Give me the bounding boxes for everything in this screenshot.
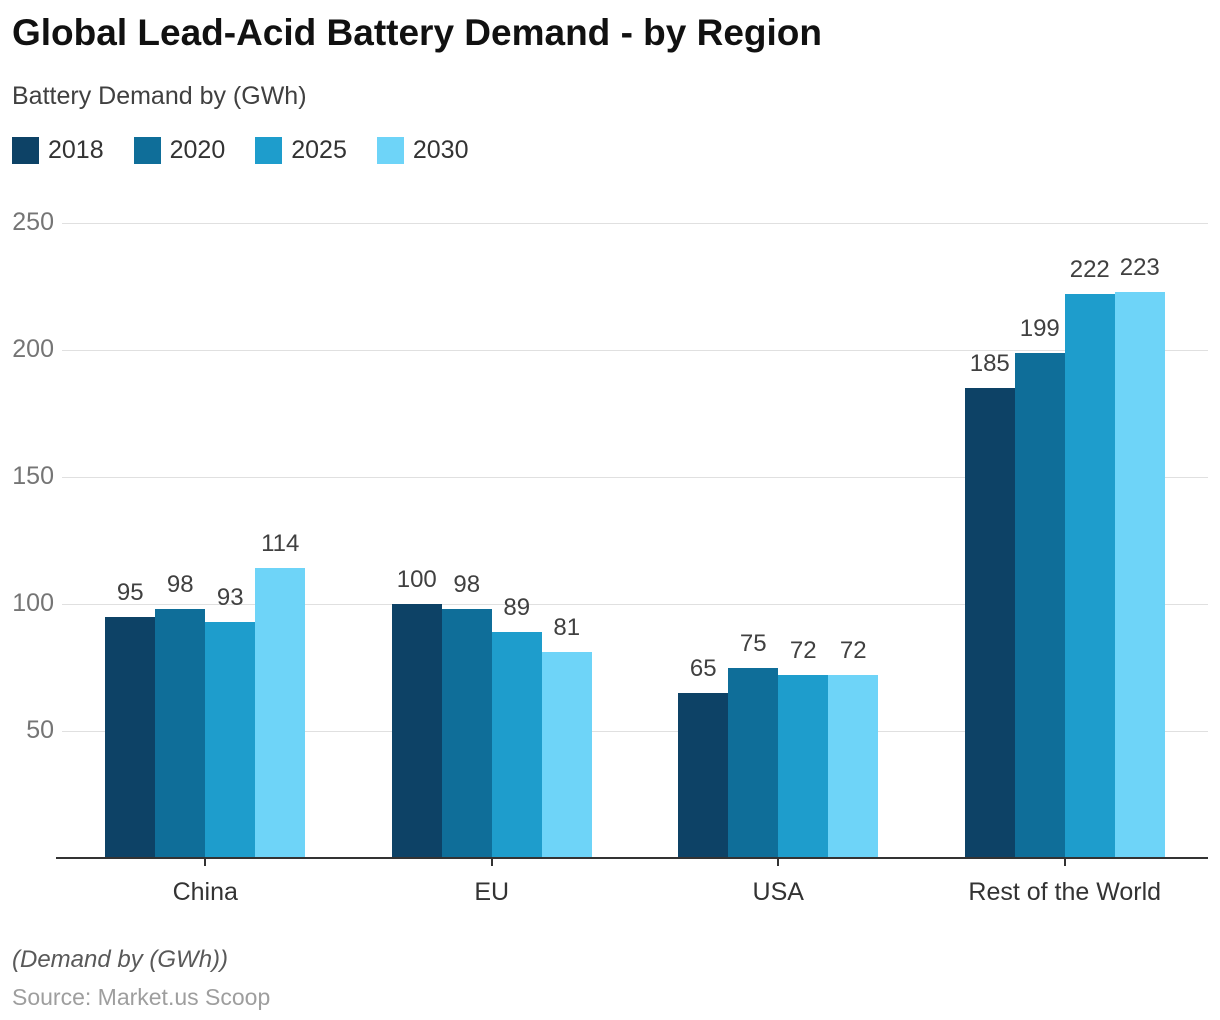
y-axis-tick-label: 50 bbox=[26, 716, 54, 744]
bar-value-label: 100 bbox=[396, 566, 437, 593]
bar-rest-of-the-world-2020 bbox=[1014, 352, 1065, 858]
bar-value-label: 114 bbox=[261, 530, 300, 558]
bar-china-2018 bbox=[105, 616, 156, 858]
bar-eu-2018 bbox=[391, 604, 442, 858]
legend-swatch-2018 bbox=[12, 137, 39, 164]
x-axis-tick bbox=[777, 858, 780, 866]
x-axis-tick bbox=[204, 858, 207, 866]
bar-eu-2025 bbox=[491, 631, 542, 858]
bar-value-label: 65 bbox=[689, 654, 717, 682]
x-axis-tick bbox=[1063, 858, 1066, 866]
chart-legend: 2018 2020 2025 2030 bbox=[12, 136, 469, 165]
bar-rest-of-the-world-2030 bbox=[1114, 291, 1165, 858]
bar-value-label: 223 bbox=[1119, 253, 1160, 281]
bar-value-label: 89 bbox=[503, 593, 531, 621]
chart-title: Global Lead-Acid Battery Demand - by Reg… bbox=[12, 12, 823, 53]
x-axis-category-label: China bbox=[172, 878, 238, 906]
gridline-150 bbox=[62, 476, 1208, 478]
bar-usa-2018 bbox=[678, 692, 729, 858]
x-axis-line bbox=[56, 857, 1208, 859]
bar-usa-2020 bbox=[728, 667, 779, 858]
legend-swatch-2020 bbox=[133, 137, 161, 164]
bar-value-label: 199 bbox=[1019, 314, 1060, 342]
legend-label: 2018 bbox=[48, 136, 104, 164]
x-axis-category-label: USA bbox=[752, 878, 804, 906]
legend-item-2030: 2030 bbox=[376, 136, 469, 165]
x-axis-category-label: Rest of the World bbox=[968, 878, 1162, 906]
footer-note: (Demand by (GWh)) bbox=[12, 946, 229, 973]
bar-usa-2030 bbox=[828, 675, 879, 858]
legend-item-2018: 2018 bbox=[12, 136, 104, 165]
bar-value-label: 98 bbox=[166, 571, 194, 599]
legend-label: 2020 bbox=[169, 136, 226, 164]
gridline-100 bbox=[62, 603, 1208, 605]
y-axis-tick-label: 150 bbox=[12, 462, 54, 490]
legend-item-2020: 2020 bbox=[133, 136, 226, 165]
bar-value-label: 75 bbox=[739, 629, 767, 657]
legend-item-2025: 2025 bbox=[255, 136, 347, 165]
bar-value-label: 222 bbox=[1069, 256, 1110, 284]
legend-swatch-2025 bbox=[255, 137, 283, 164]
bar-value-label: 98 bbox=[453, 571, 481, 599]
legend-swatch-2030 bbox=[376, 137, 404, 164]
legend-label: 2025 bbox=[291, 136, 347, 164]
legend-label: 2030 bbox=[412, 136, 469, 164]
x-axis-category-label: EU bbox=[474, 878, 510, 906]
bar-value-label: 72 bbox=[789, 637, 817, 665]
bar-eu-2030 bbox=[541, 652, 592, 858]
bar-value-label: 93 bbox=[216, 583, 244, 611]
gridline-250 bbox=[62, 222, 1208, 224]
bar-china-2030 bbox=[255, 568, 306, 858]
bar-usa-2025 bbox=[778, 675, 829, 858]
bar-value-label: 95 bbox=[116, 578, 144, 606]
y-axis-tick-label: 200 bbox=[12, 335, 54, 363]
bar-china-2025 bbox=[205, 621, 256, 858]
bar-value-label: 185 bbox=[969, 350, 1010, 378]
bar-rest-of-the-world-2025 bbox=[1064, 294, 1115, 858]
chart-subtitle: Battery Demand by (GWh) bbox=[12, 82, 307, 110]
x-axis-tick bbox=[490, 858, 493, 866]
gridline-200 bbox=[62, 349, 1208, 351]
footer-source: Source: Market.us Scoop bbox=[12, 984, 271, 1010]
y-axis-tick-label: 100 bbox=[12, 589, 54, 617]
bar-eu-2020 bbox=[441, 609, 492, 858]
bar-value-label: 72 bbox=[839, 637, 867, 665]
y-axis-tick-label: 250 bbox=[12, 208, 54, 236]
bar-value-label: 81 bbox=[553, 614, 581, 642]
bar-rest-of-the-world-2018 bbox=[964, 388, 1015, 858]
bar-china-2020 bbox=[155, 609, 206, 858]
gridline-50 bbox=[62, 730, 1208, 732]
